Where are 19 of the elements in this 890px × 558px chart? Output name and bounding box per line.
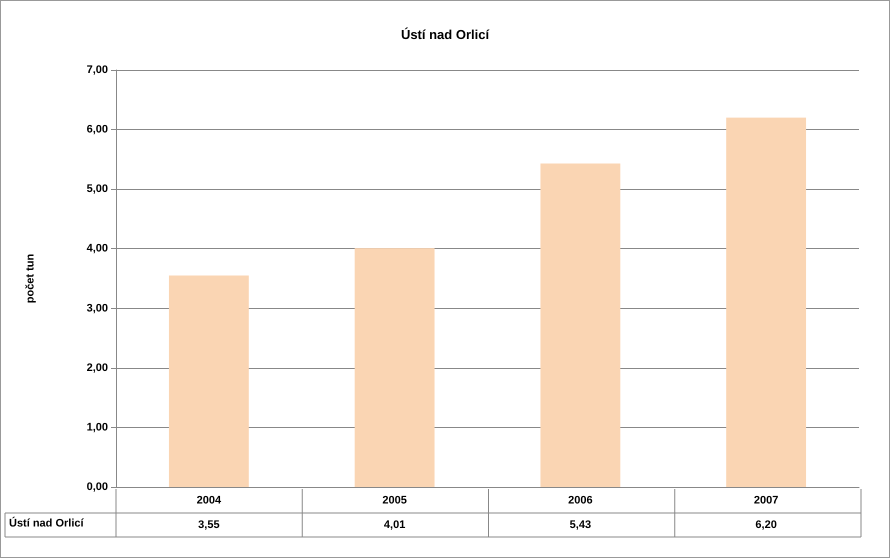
- data-label: 4,01: [384, 519, 406, 531]
- y-tick-label: 1,00: [86, 421, 108, 434]
- y-tick-label: 0,00: [86, 481, 108, 493]
- y-axis-title: počet tun: [24, 253, 36, 304]
- x-tick-label: 2005: [382, 494, 407, 506]
- y-tick-label: 7,00: [86, 64, 108, 76]
- text: Ústí nad Orlicí: [9, 516, 85, 530]
- chart-title: Ústí nad Orlicí: [400, 27, 490, 42]
- x-tick-label: 2007: [754, 494, 778, 506]
- y-tick-label: 3,00: [86, 302, 108, 314]
- y-tick-label: 5,00: [86, 183, 108, 196]
- x-tick-label: 2006: [568, 494, 593, 506]
- y-tick-label: 4,00: [86, 242, 108, 255]
- y-tick-label: 2,00: [86, 362, 108, 374]
- x-tick-label: 2004: [196, 494, 222, 506]
- data-label: 5,43: [570, 519, 592, 531]
- y-tick-label: 6,00: [86, 124, 108, 136]
- data-label: 3,55: [198, 519, 220, 531]
- data-label: 6,20: [755, 519, 777, 531]
